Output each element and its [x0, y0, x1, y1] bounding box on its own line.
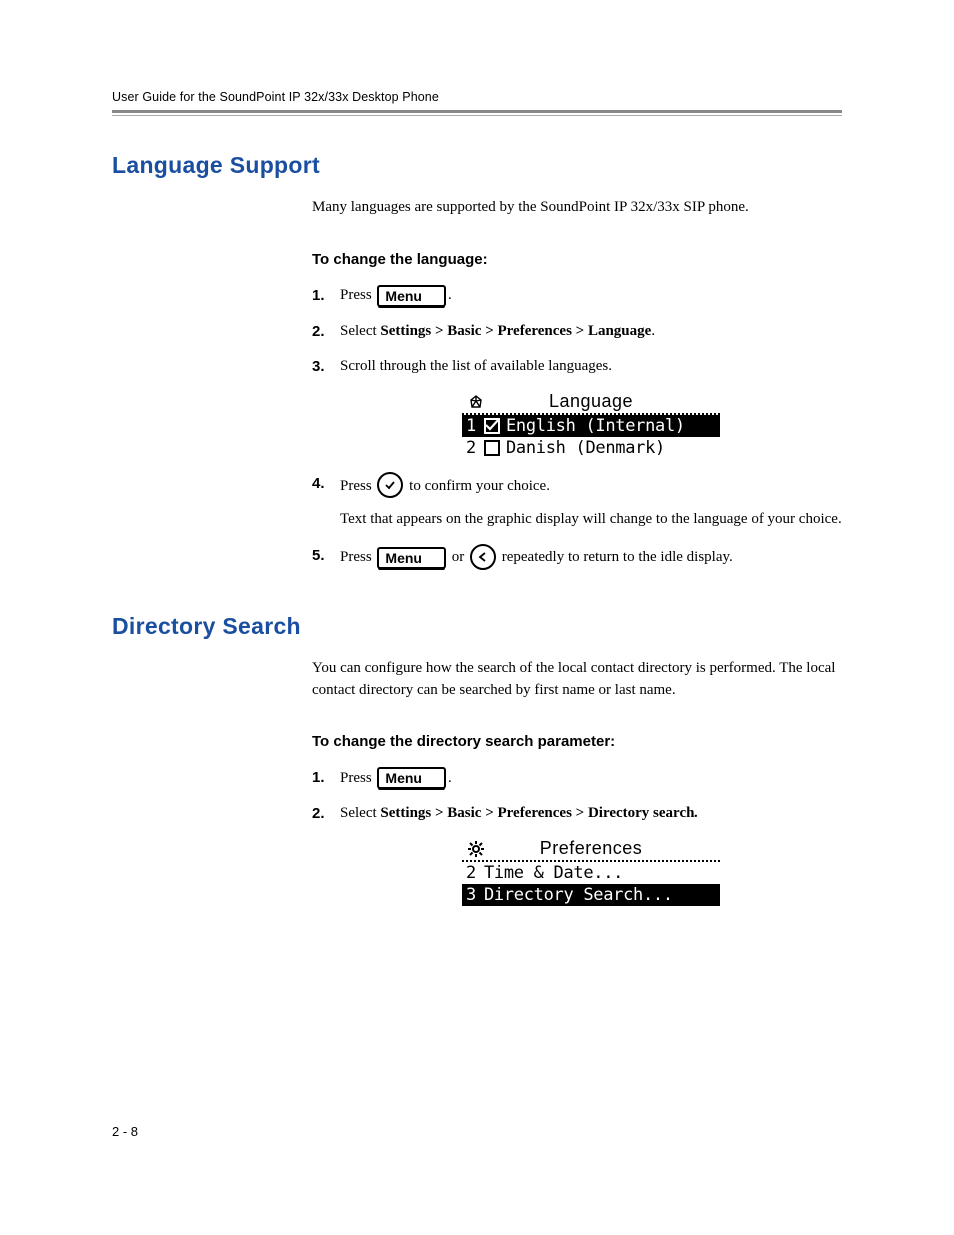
step-number: 5.	[312, 545, 325, 567]
row-label: Danish (Denmark)	[506, 440, 665, 457]
lcd-screenshot-language: Language 1 English (Internal) 2 Danish (…	[462, 392, 720, 459]
text: to confirm your choice.	[409, 478, 550, 494]
left-arrow-button[interactable]	[470, 544, 496, 570]
section1-intro: Many languages are supported by the Soun…	[312, 197, 842, 219]
step-2: 2. Select Settings > Basic > Preferences…	[312, 321, 842, 343]
row-label: English (Internal)	[506, 418, 685, 435]
section2-steps: 1. Press Menu. 2. Select Settings > Basi…	[312, 767, 842, 906]
checkbox-checked-icon	[484, 418, 500, 434]
section1-steps: 1. Press Menu. 2. Select Settings > Basi…	[312, 285, 842, 571]
menu-path: Settings > Basic > Preferences > Directo…	[380, 805, 694, 821]
menu-button[interactable]: Menu	[377, 285, 446, 307]
lcd-screenshot-preferences: Preferences 2 Time & Date... 3 Directory…	[462, 839, 720, 906]
lcd-row: 2 Danish (Denmark)	[462, 437, 720, 459]
checkbox-empty-icon	[484, 440, 500, 456]
step-5: 5. Press Menu or repeatedly to return to…	[312, 545, 842, 571]
section2-intro: You can configure how the search of the …	[312, 658, 842, 702]
lcd-row-selected: 3 Directory Search...	[462, 884, 720, 906]
text: .	[651, 323, 655, 339]
step-4: 4. Press to confirm your choice. Text th…	[312, 473, 842, 531]
text: repeatedly to return to the idle display…	[502, 549, 733, 565]
menu-button[interactable]: Menu	[377, 767, 446, 789]
header-rule	[112, 110, 842, 116]
text: .	[448, 287, 452, 303]
text: .	[694, 805, 698, 821]
section1-body: Many languages are supported by the Soun…	[312, 197, 842, 571]
row-number: 2	[466, 440, 478, 457]
step-number: 1.	[312, 767, 325, 789]
lcd-row-selected: 1 English (Internal)	[462, 415, 720, 437]
text: Scroll through the list of available lan…	[340, 358, 612, 374]
lcd-title: Preferences	[540, 839, 643, 857]
step-number: 1.	[312, 285, 325, 307]
lcd-row: 2 Time & Date...	[462, 862, 720, 884]
lcd-title: Language	[549, 392, 633, 410]
row-label: Time & Date...	[484, 865, 623, 882]
text: .	[448, 770, 452, 786]
step-note: Text that appears on the graphic display…	[340, 509, 842, 531]
section-title-directory-search: Directory Search	[112, 613, 842, 640]
text: Press	[340, 549, 375, 565]
text: Select	[340, 805, 380, 821]
section2-subheading: To change the directory search parameter…	[312, 731, 842, 753]
row-number: 1	[466, 418, 478, 435]
row-number: 2	[466, 865, 478, 882]
step-1: 1. Press Menu.	[312, 285, 842, 307]
text: or	[452, 549, 468, 565]
step-number: 2.	[312, 321, 325, 343]
lcd-title-row: Preferences	[462, 839, 720, 862]
text: Select	[340, 323, 380, 339]
text: Press	[340, 478, 375, 494]
running-header: User Guide for the SoundPoint IP 32x/33x…	[112, 90, 842, 104]
step-2: 2. Select Settings > Basic > Preferences…	[312, 803, 842, 906]
text: Press	[340, 770, 375, 786]
step-1: 1. Press Menu.	[312, 767, 842, 789]
page-number: 2 - 8	[112, 1124, 138, 1139]
step-number: 4.	[312, 473, 325, 495]
section2-body: You can configure how the search of the …	[312, 658, 842, 906]
check-button[interactable]	[377, 472, 403, 498]
section-title-language-support: Language Support	[112, 152, 842, 179]
row-number: 3	[466, 887, 478, 904]
menu-button[interactable]: Menu	[377, 547, 446, 569]
row-label: Directory Search...	[484, 887, 673, 904]
gear-icon	[468, 841, 484, 860]
lcd-title-row: Language	[462, 392, 720, 415]
menu-path: Settings > Basic > Preferences > Languag…	[380, 323, 651, 339]
step-number: 2.	[312, 803, 325, 825]
step-number: 3.	[312, 356, 325, 378]
section1-subheading: To change the language:	[312, 249, 842, 271]
menu-icon	[468, 394, 484, 412]
text: Press	[340, 287, 375, 303]
step-3: 3. Scroll through the list of available …	[312, 356, 842, 459]
page: User Guide for the SoundPoint IP 32x/33x…	[0, 0, 954, 1235]
